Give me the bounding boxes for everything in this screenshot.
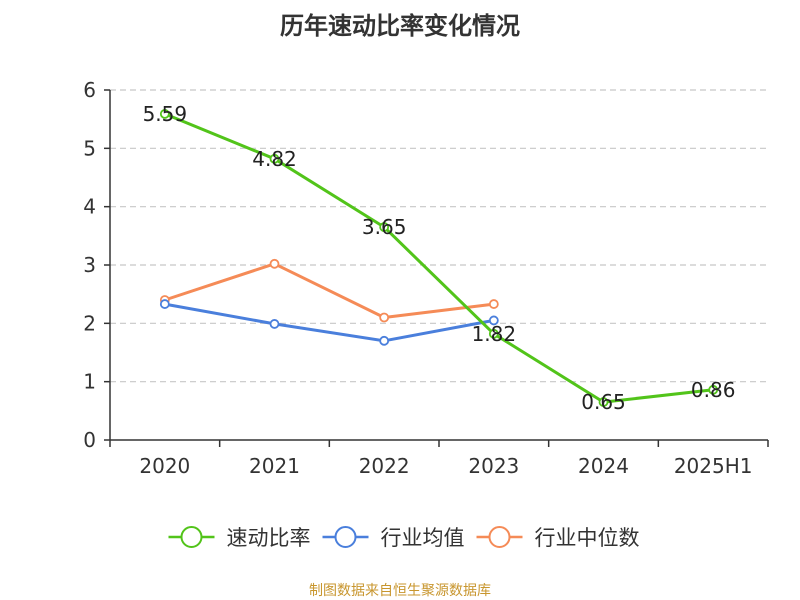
x-tick-label: 2023: [468, 454, 519, 478]
data-point: [488, 299, 499, 309]
series-line: [164, 262, 494, 319]
legend-marker: [334, 526, 357, 548]
data-point: [488, 328, 499, 339]
series-line: [164, 302, 495, 343]
data-point: [269, 153, 280, 164]
series-line: [164, 112, 714, 404]
y-tick-label: 6: [83, 78, 96, 102]
x-tick-label: 2024: [578, 454, 629, 478]
data-point: [159, 299, 170, 309]
data-point: [708, 384, 719, 395]
x-tick-label: 2025H1: [674, 454, 753, 478]
data-point: [379, 312, 390, 323]
data-point: [379, 222, 390, 232]
chart-title: 历年速动比率变化情况: [280, 12, 520, 40]
legend-label: 行业均值: [381, 526, 465, 550]
data-point: [379, 335, 390, 346]
legend-marker: [180, 526, 203, 548]
data-label: 4.82: [252, 147, 297, 171]
y-tick-label: 2: [83, 311, 96, 335]
data-label: 1.82: [472, 322, 517, 346]
data-point: [269, 319, 280, 329]
y-tick-label: 3: [83, 253, 96, 277]
legend-marker: [488, 526, 511, 548]
legend-label: 行业中位数: [535, 526, 640, 550]
y-tick-label: 0: [83, 428, 96, 452]
source-note: 制图数据来自恒生聚源数据库: [309, 583, 491, 599]
data-label: 0.86: [691, 378, 736, 402]
data-point: [159, 109, 170, 119]
y-tick-label: 1: [83, 370, 96, 394]
legend-label: 速动比率: [227, 526, 311, 550]
data-point: [488, 315, 499, 326]
x-tick-label: 2022: [359, 454, 410, 478]
x-tick-label: 2020: [139, 454, 190, 478]
data-point: [598, 397, 609, 407]
y-tick-label: 5: [83, 136, 96, 160]
data-point: [269, 258, 280, 269]
x-tick-label: 2021: [249, 454, 300, 478]
y-tick-label: 4: [83, 195, 96, 219]
data-label: 0.65: [581, 390, 626, 414]
data-label: 3.65: [362, 215, 407, 239]
data-label: 5.59: [143, 102, 188, 126]
